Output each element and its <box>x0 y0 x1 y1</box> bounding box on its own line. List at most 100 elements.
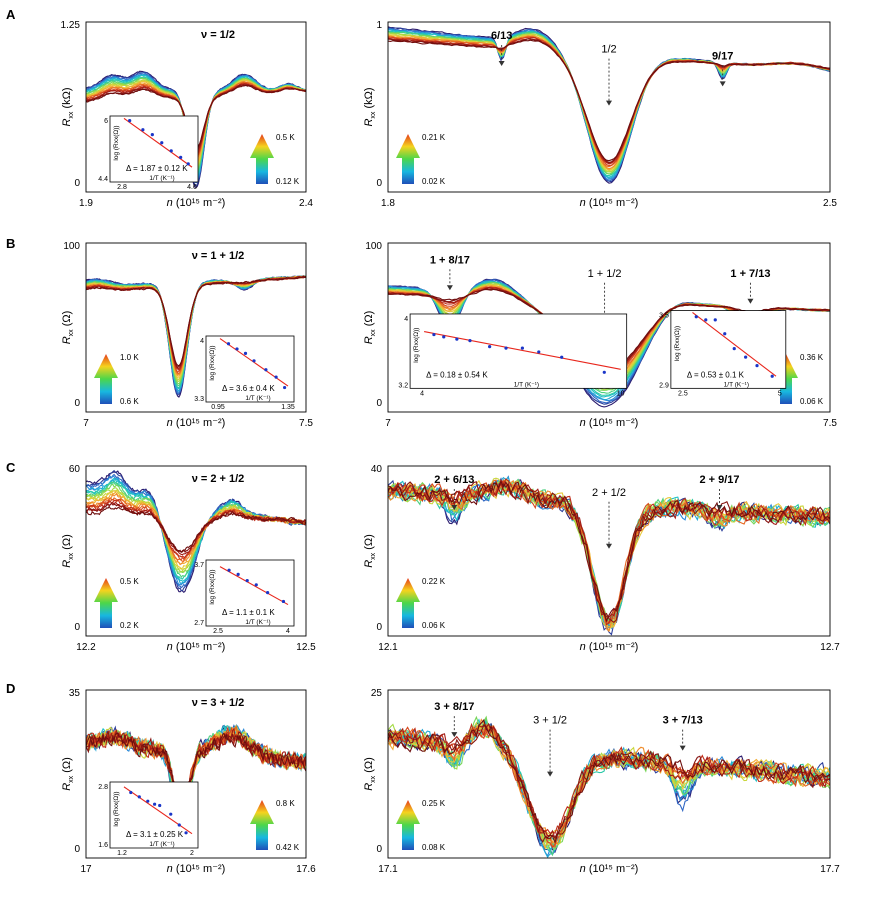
panel-letter-b: B <box>6 236 15 251</box>
inset-x-label: 1/T (K⁻¹) <box>245 619 270 626</box>
inset-point-4 <box>488 345 492 349</box>
inset-point-7 <box>537 350 541 354</box>
y-axis-label: Rxx (Ω) <box>363 534 377 568</box>
x-tick-label: 12.7 <box>820 642 840 653</box>
inset-point-4 <box>169 149 173 153</box>
y-tick-label: 25 <box>371 688 383 699</box>
series-line-6 <box>388 721 830 843</box>
inset-point-3 <box>468 339 472 343</box>
panel-d-left-inset-0: 1.2 2 1.6 2.8 1/T (K⁻¹) log (Rxx(Ω)) Δ = 3.1 ±… <box>98 781 199 857</box>
panel-b-left-frame <box>85 242 307 413</box>
inset-point-2 <box>245 579 249 583</box>
series-line-9 <box>388 723 830 850</box>
inset-frame <box>409 313 628 389</box>
inset-point-4 <box>732 346 736 351</box>
series-line-2 <box>388 721 830 856</box>
y-tick-label: 0 <box>376 398 382 409</box>
inset-point-3 <box>153 802 157 806</box>
inset-frame <box>205 335 295 403</box>
inset-point-3 <box>160 141 164 145</box>
temperature-high-label: 0.21 K <box>422 133 446 142</box>
inset-y-label: log (Rxx(Ω)) <box>113 791 120 826</box>
annotation-arrowhead-icon <box>451 732 458 738</box>
inset-y-tick: 3.2 <box>398 382 408 389</box>
inset-y-tick: 6 <box>104 118 108 125</box>
panel-b-right-inset-0: 4 10 3.2 4 1/T (K⁻¹) log (Rxx(Ω)) Δ = 0.18 ± 0… <box>398 313 628 397</box>
y-tick-label: 1.25 <box>61 20 81 31</box>
annotation-arrowhead-icon <box>606 543 612 549</box>
annotation-arrowhead-icon <box>719 81 726 87</box>
y-tick-label: 0 <box>376 178 382 189</box>
panel-c-right-frame <box>387 465 831 637</box>
temperature-low-label: 0.06 K <box>422 621 446 630</box>
inset-point-0 <box>128 119 132 123</box>
inset-frame <box>670 310 787 389</box>
inset-point-6 <box>177 823 181 827</box>
y-tick-label: 35 <box>69 688 81 699</box>
temperature-gradient-arrow-icon <box>250 134 274 184</box>
x-tick-label: 7.5 <box>299 418 313 429</box>
annotation-label-2: 2 + 9/17 <box>699 474 739 486</box>
series-line-19 <box>388 479 830 623</box>
inset-y-tick: 3.3 <box>194 396 204 403</box>
panel-d-left-frame <box>85 689 307 859</box>
x-axis-label: n (10¹⁵ m⁻²) <box>580 417 639 429</box>
inset-point-0 <box>432 332 436 337</box>
inset-x-tick: 2.5 <box>678 390 688 397</box>
y-tick-label: 40 <box>371 464 383 475</box>
panel-d-right: 17.1 17.7 0 25 n (10¹⁵ m⁻²) Rxx (Ω) 3 + 8/17 3 … <box>363 688 840 875</box>
panel-d-right-temperature-arrow: 0.25 K 0.08 K <box>396 799 446 852</box>
inset-point-4 <box>264 368 268 372</box>
panel-b-left-temperature-arrow: 1.0 K 0.6 K <box>94 353 139 406</box>
x-tick-label: 2.4 <box>299 198 313 209</box>
inset-y-tick: 1.6 <box>98 842 108 849</box>
annotation-label-1: 1 + 1/2 <box>588 268 622 280</box>
annotation-label-0: 1 + 8/17 <box>430 254 470 266</box>
y-tick-label: 0 <box>74 398 80 409</box>
inset-x-tick: 4.6 <box>187 184 197 191</box>
inset-y-tick: 4.4 <box>98 176 108 183</box>
inset-y-label: log (Rxx(Ω)) <box>113 125 120 160</box>
annotation-label-1: 1/2 <box>601 44 616 56</box>
series-line-18 <box>388 723 830 843</box>
temperature-high-label: 0.5 K <box>120 577 139 586</box>
x-axis-label: n (10¹⁵ m⁻²) <box>167 197 226 209</box>
panel-d-left-temperature-arrow: 0.8 K 0.42 K <box>250 799 300 852</box>
inset-point-5 <box>281 599 286 604</box>
panel-title: ν = 1/2 <box>201 29 235 41</box>
panel-title: ν = 3 + 1/2 <box>192 697 245 709</box>
temperature-gradient-arrow-icon <box>396 578 420 628</box>
panel-d-right-curves <box>388 715 830 858</box>
x-axis-label: n (10¹⁵ m⁻²) <box>580 641 639 653</box>
annotation-label-0: 3 + 8/17 <box>434 701 474 713</box>
series-line-14 <box>388 723 830 848</box>
temperature-low-label: 0.06 K <box>800 397 824 406</box>
inset-gap-value: Δ = 0.18 ± 0.54 K <box>426 370 488 379</box>
annotation-arrowhead-icon <box>446 285 453 291</box>
x-tick-label: 2.5 <box>823 198 837 209</box>
panel-c-right-temperature-arrow: 0.22 K 0.06 K <box>396 577 446 630</box>
inset-gap-value: Δ = 1.87 ± 0.12 K <box>126 164 188 173</box>
panel-title: ν = 2 + 1/2 <box>192 473 245 485</box>
inset-point-4 <box>266 591 270 595</box>
y-axis-label: Rxx (kΩ) <box>363 87 377 126</box>
series-line-19 <box>388 718 830 844</box>
inset-point-1 <box>442 335 446 339</box>
inset-y-label: log (Rxx(Ω)) <box>674 326 681 361</box>
temperature-low-label: 0.42 K <box>276 843 300 852</box>
series-line-13 <box>388 479 830 633</box>
series-line-8 <box>86 483 306 574</box>
series-line-0 <box>388 722 830 854</box>
inset-point-2 <box>243 351 248 355</box>
temperature-gradient-arrow-icon <box>94 354 118 404</box>
annotation-arrowhead-icon <box>716 505 723 510</box>
series-line-19 <box>86 732 306 814</box>
series-line-16 <box>388 722 830 835</box>
inset-point-2 <box>146 799 150 803</box>
annotation-label-2: 1 + 7/13 <box>730 268 770 280</box>
panel-c-left-curves <box>86 469 306 594</box>
inset-point-1 <box>137 795 141 799</box>
panel-letters: A B C D <box>6 7 16 696</box>
panel-letter-d: D <box>6 681 15 696</box>
series-line-19 <box>388 39 830 162</box>
